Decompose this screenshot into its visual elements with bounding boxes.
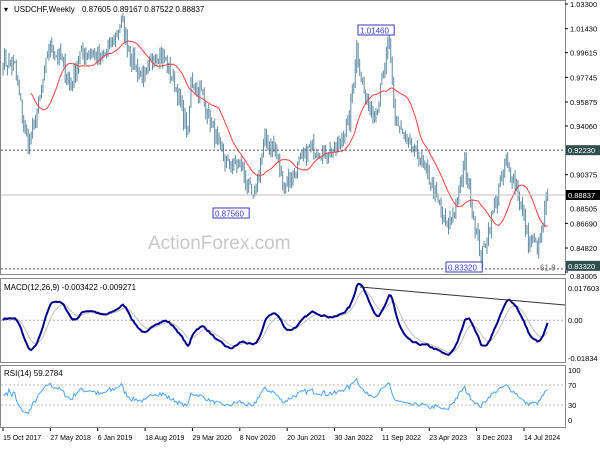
date-tick-label: 6 Jan 2019 — [98, 435, 133, 442]
annotation-high-label: 1.01460 — [360, 27, 389, 36]
price-level-badge — [566, 189, 600, 200]
annotation-low-label: 0.87560 — [215, 210, 244, 219]
date-tick-label: 27 May 2018 — [50, 435, 91, 442]
date-tick-label: 15 Oct 2017 — [3, 435, 41, 442]
price-level-badge — [566, 145, 600, 156]
rsi-tick-label: 100 — [568, 366, 581, 375]
date-tick-label: 29 Mar 2020 — [192, 435, 231, 442]
fibonacci-label: 61.8 — [540, 264, 556, 273]
date-tick-label: 14 Jul 2024 — [524, 435, 560, 442]
price-tick-label: 1.03300 — [570, 0, 597, 9]
price-panel-frame — [0, 0, 566, 275]
price-tick-label-hidden: 0.88505 — [570, 204, 597, 213]
date-tick-label: 8 Nov 2020 — [240, 435, 276, 442]
rsi-tick-label: 70 — [568, 381, 576, 390]
annotation-low-label: 0.83320 — [448, 264, 477, 273]
rsi-layer — [1, 377, 565, 415]
price-tick-label: 0.84820 — [570, 244, 597, 253]
symbol-title: USDCHF,Weekly — [14, 5, 75, 14]
macd-tick-label: -0.01834 — [568, 354, 598, 363]
watermark: ActionForex.com — [148, 233, 291, 254]
date-tick-label: 23 Apr 2023 — [429, 435, 467, 442]
annotation-low-label-box — [212, 207, 250, 219]
axis-layer: 1.03300 1.01430 0.99615 0.97745 0.95875 0.940… — [2, 0, 600, 442]
symbol-arrow-icon[interactable]: ▾ — [4, 5, 8, 14]
rsi-line — [3, 377, 548, 415]
moving-average-line — [30, 40, 548, 227]
price-level-badge-label: 0.92230 — [568, 146, 595, 155]
macd-panel-frame — [0, 278, 566, 363]
price-level-badge-label: 0.88837 — [568, 191, 595, 200]
price-tick-label: 0.90375 — [570, 171, 597, 180]
annotation-high-label-box — [357, 24, 395, 36]
annotation-low-label-box — [445, 261, 483, 273]
date-tick-label: 3 Dec 2023 — [477, 435, 513, 442]
price-tick-label: 0.97745 — [570, 73, 597, 82]
macd-line — [2, 283, 549, 357]
price-level-badge — [566, 260, 600, 271]
date-tick-label: 18 Aug 2019 — [145, 435, 184, 442]
macd-trendline — [359, 286, 566, 306]
price-tick-label: 1.01430 — [570, 25, 597, 34]
date-tick-label: 30 Jan 2022 — [335, 435, 374, 442]
date-tick-label: 20 Jun 2021 — [287, 435, 326, 442]
date-tick-label: 11 Sep 2022 — [382, 435, 421, 442]
price-tick-label: 0.99615 — [570, 49, 597, 58]
macd-title: MACD(12,26,9) -0.003422 -0.009271 — [4, 283, 137, 292]
price-layer: 1.01460 0.87560 0.83320 61.8 — [1, 13, 565, 273]
price-tick-label: 0.95875 — [570, 98, 597, 107]
price-tick-label: 0.94060 — [570, 122, 597, 131]
rsi-title: RSI(14) 59.2784 — [4, 369, 63, 378]
price-level-badge-label: 0.83320 — [568, 262, 595, 271]
macd-tick-label: 0.00 — [568, 316, 583, 325]
rsi-tick-label: 30 — [568, 401, 576, 410]
panel-frames — [0, 0, 566, 428]
price-tick-label: 0.83005 — [570, 272, 597, 281]
macd-tick-label: 0.017603 — [568, 284, 599, 293]
ohlc-readout: 0.87605 0.89167 0.87522 0.88837 — [82, 5, 205, 14]
rsi-tick-label: 0 — [568, 416, 572, 425]
macd-layer — [1, 283, 566, 357]
macd-signal-line — [2, 290, 549, 354]
rsi-panel-frame — [0, 365, 566, 428]
price-tick-label: 0.86690 — [570, 219, 597, 228]
